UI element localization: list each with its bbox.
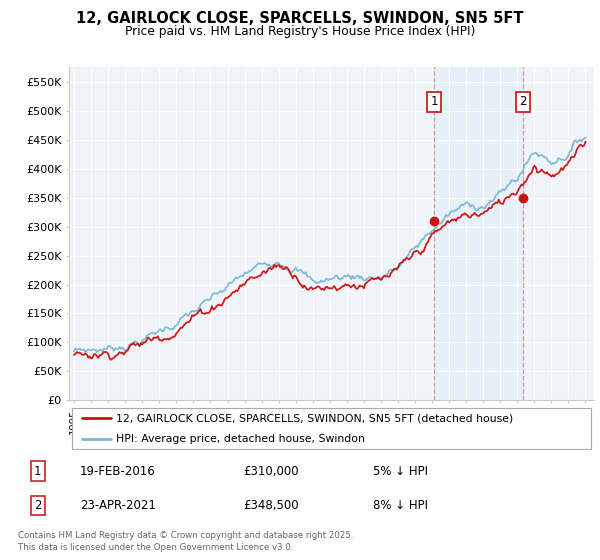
- Text: 8% ↓ HPI: 8% ↓ HPI: [373, 499, 428, 512]
- FancyBboxPatch shape: [71, 408, 592, 449]
- Text: 12, GAIRLOCK CLOSE, SPARCELLS, SWINDON, SN5 5FT (detached house): 12, GAIRLOCK CLOSE, SPARCELLS, SWINDON, …: [116, 413, 514, 423]
- Text: 5% ↓ HPI: 5% ↓ HPI: [373, 465, 428, 478]
- Bar: [434, 67, 523, 400]
- Text: 2: 2: [519, 95, 526, 109]
- Text: £310,000: £310,000: [244, 465, 299, 478]
- Text: HPI: Average price, detached house, Swindon: HPI: Average price, detached house, Swin…: [116, 433, 365, 444]
- Text: £348,500: £348,500: [244, 499, 299, 512]
- Text: 19-FEB-2016: 19-FEB-2016: [80, 465, 156, 478]
- Text: 23-APR-2021: 23-APR-2021: [80, 499, 156, 512]
- Text: 2: 2: [34, 499, 41, 512]
- Text: Price paid vs. HM Land Registry's House Price Index (HPI): Price paid vs. HM Land Registry's House …: [125, 25, 475, 38]
- Text: Contains HM Land Registry data © Crown copyright and database right 2025.
This d: Contains HM Land Registry data © Crown c…: [18, 531, 353, 552]
- Text: 1: 1: [34, 465, 41, 478]
- Text: 12, GAIRLOCK CLOSE, SPARCELLS, SWINDON, SN5 5FT: 12, GAIRLOCK CLOSE, SPARCELLS, SWINDON, …: [76, 11, 524, 26]
- Text: 1: 1: [430, 95, 438, 109]
